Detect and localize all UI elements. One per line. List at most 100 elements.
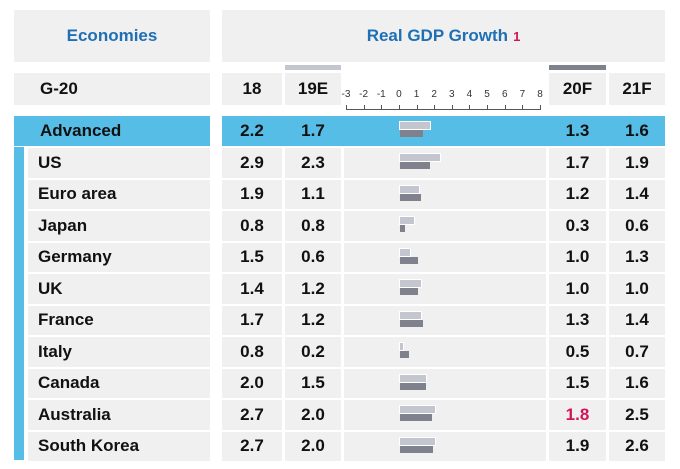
bar-cell — [344, 148, 546, 178]
axis-tick-label: 8 — [537, 89, 543, 100]
economy-name: Japan — [28, 211, 210, 241]
axis-tick-label: 4 — [466, 89, 473, 100]
value-v20: 0.5 — [549, 337, 606, 367]
bar-cell — [344, 337, 546, 367]
economy-name: US — [28, 148, 210, 178]
value-v21: 0.6 — [609, 211, 665, 241]
value-v18: 2.2 — [222, 116, 282, 146]
bar-20f — [399, 256, 418, 264]
value-v20: 1.3 — [549, 116, 606, 146]
value-v21: 2.5 — [609, 400, 665, 430]
title-text: Real GDP Growth — [366, 26, 509, 45]
axis-tick — [469, 105, 471, 110]
economy-name: Italy — [28, 337, 210, 367]
value-v18: 2.7 — [222, 431, 282, 461]
advanced-group-stripe — [14, 147, 24, 460]
value-v20: 1.0 — [549, 242, 606, 272]
bar-19e — [398, 153, 442, 162]
value-v21: 1.3 — [609, 242, 665, 272]
axis-tick-label: -3 — [341, 89, 351, 100]
value-v21: 1.4 — [609, 179, 665, 209]
axis-tick — [522, 105, 524, 110]
economy-name: Euro area — [28, 179, 210, 209]
value-v21: 1.4 — [609, 305, 665, 335]
value-v21: 0.7 — [609, 337, 665, 367]
value-v20: 1.0 — [549, 274, 606, 304]
value-v18: 1.7 — [222, 305, 282, 335]
axis-tick — [363, 105, 365, 110]
value-v19: 1.1 — [285, 179, 341, 209]
bar-20f — [399, 162, 430, 169]
value-v20: 1.7 — [549, 148, 606, 178]
axis-tick — [398, 105, 400, 110]
bar-19e — [398, 342, 405, 351]
axis-tick-label: 7 — [519, 89, 526, 100]
bar-20f — [399, 351, 409, 358]
bar-cell — [344, 400, 546, 430]
economy-name: Germany — [28, 242, 210, 272]
bar-cell — [344, 211, 546, 241]
column-header: 18 — [222, 73, 282, 105]
bar-20f — [399, 225, 406, 232]
value-v19: 1.2 — [285, 305, 341, 335]
bar-19e — [398, 216, 415, 225]
bar-19e — [398, 405, 437, 414]
value-v18: 0.8 — [222, 337, 282, 367]
axis-tick-label: -2 — [359, 89, 369, 100]
bar-cell — [344, 305, 546, 335]
axis-tick-label: 3 — [449, 89, 455, 100]
value-v19: 2.0 — [285, 400, 341, 430]
value-v18: 1.4 — [222, 274, 282, 304]
value-v20: 1.8 — [549, 400, 606, 430]
axis-tick-label: 6 — [501, 89, 508, 100]
axis-tick-label: 2 — [431, 89, 437, 100]
axis-line — [346, 109, 540, 110]
axis-tick — [540, 105, 541, 110]
bar-19e — [398, 310, 423, 320]
value-v19: 1.2 — [285, 274, 341, 304]
legend-20f-swatch — [549, 65, 606, 70]
bar-20f — [399, 319, 423, 327]
value-v20: 1.5 — [549, 368, 606, 398]
bar-20f — [399, 130, 423, 137]
value-v20: 1.9 — [549, 431, 606, 461]
bar-20f — [399, 193, 422, 201]
value-v21: 2.6 — [609, 431, 665, 461]
bar-19e — [398, 247, 412, 257]
axis-tick — [487, 105, 489, 110]
value-v19: 1.7 — [285, 116, 341, 146]
bar-20f — [399, 414, 432, 421]
axis-tick-label: -1 — [376, 89, 386, 100]
bar-20f — [399, 445, 434, 453]
value-v19: 1.5 — [285, 368, 341, 398]
value-v19: 2.3 — [285, 148, 341, 178]
value-v18: 2.7 — [222, 400, 282, 430]
axis-tick — [434, 105, 436, 110]
axis-tick — [416, 105, 418, 110]
value-v20: 1.3 — [549, 305, 606, 335]
value-v19: 0.8 — [285, 211, 341, 241]
chart-title: Real GDP Growth 1 — [222, 10, 665, 62]
axis-tick — [381, 105, 383, 110]
bar-cell — [344, 274, 546, 304]
value-v19: 0.6 — [285, 242, 341, 272]
value-v18: 1.5 — [222, 242, 282, 272]
value-v19: 0.2 — [285, 337, 341, 367]
value-v18: 2.0 — [222, 368, 282, 398]
bar-cell — [344, 368, 546, 398]
axis-tick-label: 0 — [396, 89, 402, 100]
economy-name: South Korea — [28, 431, 210, 461]
value-v20: 0.3 — [549, 211, 606, 241]
value-v21: 1.6 — [609, 116, 665, 146]
axis-tick — [451, 105, 453, 110]
bar-cell — [344, 179, 546, 209]
bar-cell — [344, 431, 546, 461]
legend-19e-swatch — [285, 65, 341, 70]
bar-20f — [399, 382, 427, 390]
bar-20f — [399, 288, 418, 295]
axis-tick-label: 5 — [484, 89, 490, 100]
axis-tick — [346, 105, 347, 110]
axis-tick — [504, 105, 506, 110]
column-header: 19E — [285, 73, 341, 105]
value-v18: 0.8 — [222, 211, 282, 241]
